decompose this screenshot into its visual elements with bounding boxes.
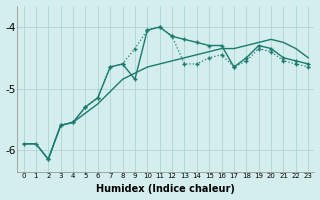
X-axis label: Humidex (Indice chaleur): Humidex (Indice chaleur) xyxy=(96,184,235,194)
